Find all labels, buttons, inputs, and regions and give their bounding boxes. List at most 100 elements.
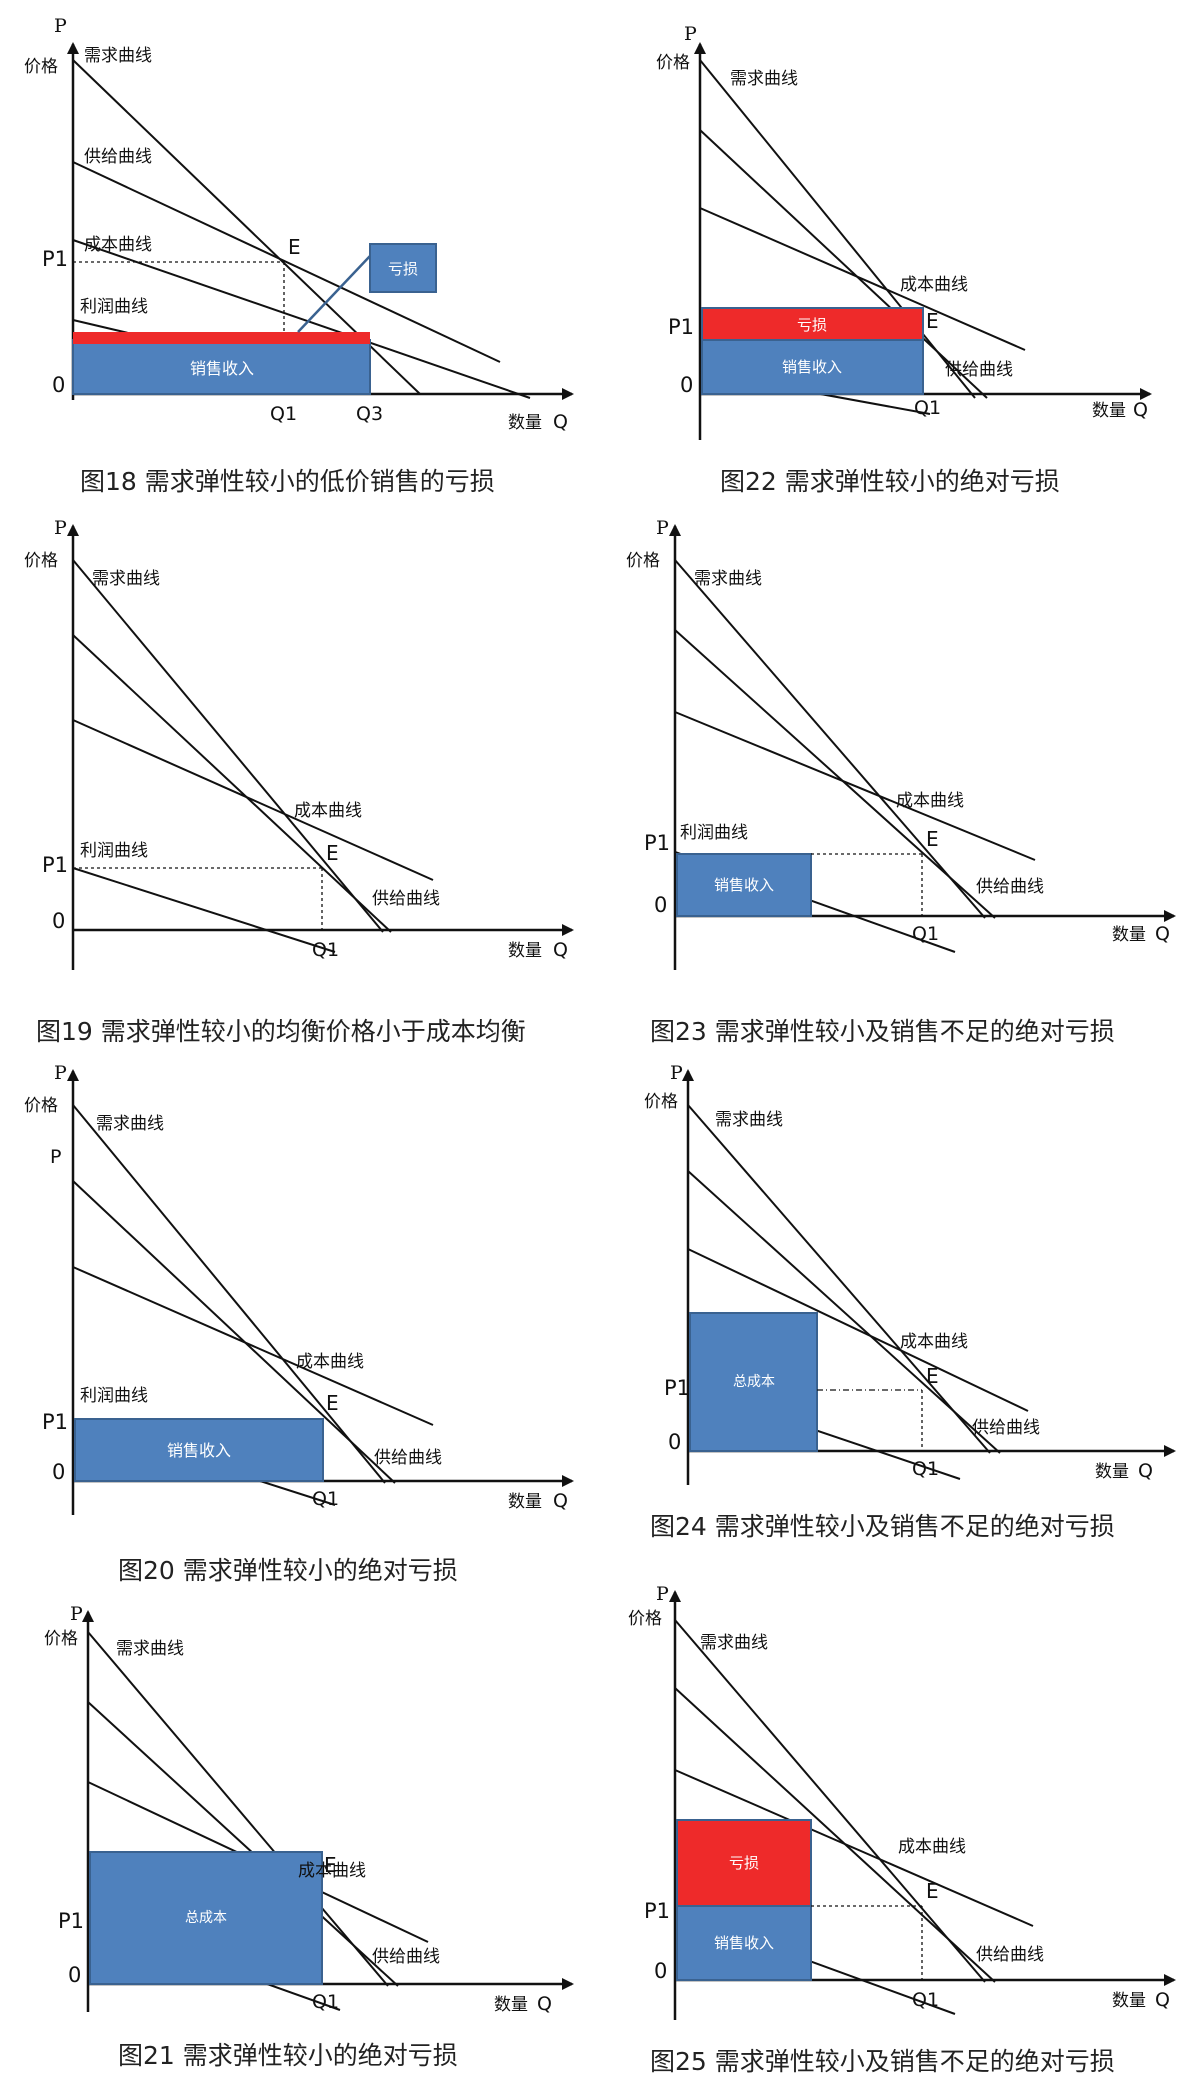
- equilibrium-label: E: [926, 827, 939, 851]
- figure-23-diagram: 销售收入 P 价格 需求曲线 成本曲线 利润曲线 供给曲线 P1 0 E Q1 …: [626, 517, 1176, 970]
- caption-22: 图22 需求弹性较小的绝对亏损: [720, 467, 1060, 496]
- cost-curve: [72, 239, 531, 399]
- demand-curve: [87, 1631, 389, 1987]
- cost-curve: [72, 1266, 434, 1426]
- loss-box: [369, 243, 437, 293]
- q1-label: Q1: [312, 1991, 339, 2013]
- origin-label: 0: [680, 373, 693, 397]
- revenue-box-label: 销售收入: [714, 1934, 774, 1952]
- origin-label: 0: [68, 1963, 81, 1987]
- figure-22: 亏损 销售收入 P 价格 需求曲线 成本曲线 供给曲线 P1 0 E Q1 数量…: [600, 0, 1200, 500]
- revenue-box-label: 销售收入: [167, 1441, 231, 1460]
- figure-19: P 价格 需求曲线 成本曲线 利润曲线 供给曲线 P1 0 E Q1 数量 Q …: [0, 517, 600, 1050]
- figure-23: 销售收入 P 价格 需求曲线 成本曲线 利润曲线 供给曲线 P1 0 E Q1 …: [600, 517, 1200, 1050]
- demand-label: 需求曲线: [715, 1110, 783, 1130]
- profit-label: 利润曲线: [80, 1386, 148, 1406]
- p1-label: P1: [644, 1899, 670, 1923]
- revenue-box: [701, 339, 924, 395]
- axis-q-label: Q: [1133, 399, 1148, 421]
- demand-curve: [72, 1104, 386, 1484]
- total-cost-box: [689, 1312, 818, 1452]
- loss-box: [676, 1819, 812, 1907]
- figure-19-diagram: P 价格 需求曲线 成本曲线 利润曲线 供给曲线 P1 0 E Q1 数量 Q: [24, 517, 574, 970]
- axis-quantity-label: 数量: [508, 941, 542, 961]
- origin-label: 0: [654, 1959, 667, 1983]
- demand-curve: [674, 1619, 986, 1983]
- profit-label: 利润曲线: [680, 823, 748, 843]
- figure-21: 总成本 P 价格 需求曲线 成本曲线 供给曲线 P1 0 E Q1 数量 Q 图…: [0, 1592, 600, 2082]
- supply-curve: [72, 634, 392, 933]
- figure-24-diagram: 总成本 P 价格 需求曲线 成本曲线 供给曲线 P1 0 E Q1 数量 Q: [644, 1062, 1176, 1485]
- revenue-box-label: 销售收入: [782, 358, 842, 376]
- supply-curve: [674, 1687, 996, 1983]
- demand-label: 需求曲线: [700, 1633, 768, 1653]
- supply-label: 供给曲线: [945, 360, 1013, 380]
- equilibrium-label: E: [326, 1391, 339, 1415]
- cost-label: 成本曲线: [298, 1861, 366, 1881]
- axis-q-label: Q: [553, 411, 568, 433]
- figure-20: 销售收入 P 价格 需求曲线 P 成本曲线 利润曲线 供给曲线 P1 0 E Q…: [0, 1062, 600, 1585]
- q1-label: Q1: [270, 403, 297, 425]
- demand-label: 需求曲线: [116, 1639, 184, 1659]
- supply-label: 供给曲线: [972, 1418, 1040, 1438]
- axis-price-label: 价格: [644, 1092, 678, 1112]
- profit-label: 利润曲线: [80, 297, 148, 317]
- supply-label: 供给曲线: [374, 1448, 442, 1468]
- axis-price-label: 价格: [656, 53, 690, 73]
- supply-curve: [87, 1701, 399, 1987]
- supply-label: 供给曲线: [976, 877, 1044, 897]
- origin-label: 0: [52, 373, 65, 397]
- origin-label: 0: [654, 893, 667, 917]
- demand-label: 需求曲线: [92, 569, 160, 589]
- axis-quantity-label: 数量: [1092, 401, 1126, 421]
- cost-label: 成本曲线: [898, 1837, 966, 1857]
- demand-label: 需求曲线: [694, 569, 762, 589]
- loss-box: [701, 307, 924, 341]
- caption-19: 图19 需求弹性较小的均衡价格小于成本均衡: [36, 1017, 526, 1046]
- revenue-box: [72, 339, 371, 395]
- total-cost-box-label: 总成本: [733, 1374, 775, 1390]
- axis-price-label: 价格: [44, 1629, 78, 1649]
- loss-stripe: [73, 332, 370, 344]
- loss-box-label: 亏损: [729, 1854, 759, 1872]
- demand-curve: [72, 559, 384, 933]
- equilibrium-label: E: [324, 1853, 337, 1877]
- p1-label: P1: [42, 1410, 68, 1434]
- revenue-box: [676, 1905, 812, 1981]
- loss-pointer: [297, 255, 371, 333]
- axis-p-label: P: [54, 517, 67, 539]
- equilibrium-label: E: [926, 1364, 939, 1388]
- p1-label: P1: [58, 1909, 84, 1933]
- cost-curve: [699, 207, 1026, 351]
- axis-p-label: P: [656, 517, 669, 539]
- axis-q-label: Q: [537, 1993, 552, 2015]
- equilibrium-label: E: [326, 841, 339, 865]
- caption-20: 图20 需求弹性较小的绝对亏损: [118, 1556, 458, 1585]
- demand-label: 需求曲线: [730, 69, 798, 89]
- demand-curve: [687, 1104, 991, 1454]
- axis-quantity-label: 数量: [1095, 1462, 1129, 1482]
- axis-p-label: P: [656, 1583, 669, 1605]
- cost-label: 成本曲线: [900, 275, 968, 295]
- figure-24: 总成本 P 价格 需求曲线 成本曲线 供给曲线 P1 0 E Q1 数量 Q 图…: [600, 1062, 1200, 1545]
- supply-label: 供给曲线: [976, 1945, 1044, 1965]
- figure-20-diagram: 销售收入 P 价格 需求曲线 P 成本曲线 利润曲线 供给曲线 P1 0 E Q…: [24, 1062, 574, 1515]
- supply-label: 供给曲线: [372, 1947, 440, 1967]
- caption-21: 图21 需求弹性较小的绝对亏损: [118, 2041, 458, 2070]
- axis-quantity-label: 数量: [508, 1492, 542, 1512]
- q3-label: Q3: [356, 403, 383, 425]
- revenue-box: [676, 853, 812, 917]
- supply-curve: [699, 129, 988, 399]
- axis-p-label: P: [670, 1062, 683, 1084]
- loss-box-label: 亏损: [797, 316, 827, 334]
- cost-label: 成本曲线: [84, 235, 152, 255]
- total-cost-box-label: 总成本: [185, 1910, 227, 1926]
- q1-label: Q1: [912, 1458, 939, 1480]
- cost-curve: [674, 1769, 1034, 1927]
- supply-curve: [72, 161, 501, 363]
- profit-curve: [72, 867, 336, 953]
- axis-quantity-label: 数量: [494, 1995, 528, 2015]
- caption-23: 图23 需求弹性较小及销售不足的绝对亏损: [650, 1017, 1115, 1046]
- origin-label: 0: [52, 1460, 65, 1484]
- origin-label: 0: [52, 909, 65, 933]
